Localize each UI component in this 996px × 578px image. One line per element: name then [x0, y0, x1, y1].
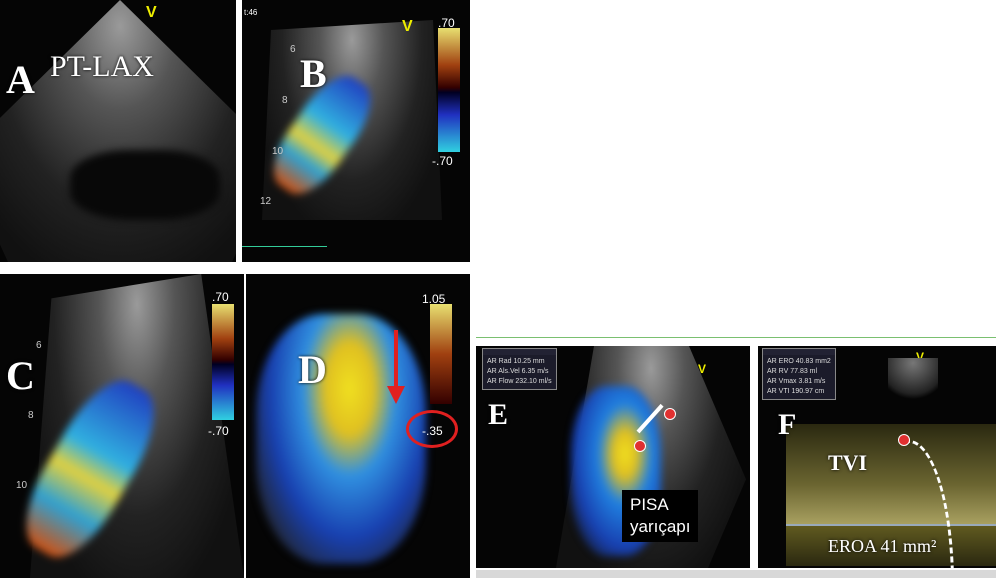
orientation-marker: V — [916, 350, 925, 364]
tvi-peak-point — [898, 434, 910, 446]
panel-a-ptlax-echo: V A PT-LAX — [0, 0, 236, 262]
panel-letter: D — [298, 347, 327, 392]
caliper-point — [634, 440, 646, 452]
separator-line — [476, 337, 996, 338]
measurement-ar-vti: AR VTI 190.97 cm — [767, 388, 825, 395]
pisa-caption: PISA yarıçapı — [622, 490, 699, 542]
orientation-marker: V — [402, 18, 413, 35]
measurement-box: AR Rad 10.25 mm AR Als.Vel 6.35 m/s AR F… — [482, 348, 557, 390]
doppler-spectrum — [786, 424, 996, 524]
highlight-circle — [406, 410, 458, 448]
depth-tick: 8 — [282, 95, 288, 106]
panel-letter: B — [300, 51, 327, 96]
depth-tick: 10 — [16, 480, 28, 491]
ecg-trace — [242, 246, 327, 247]
measurement-ar-rad: AR Rad 10.25 mm — [487, 358, 545, 365]
panel-letter: C — [6, 353, 35, 398]
caption-line: yarıçapı — [630, 517, 691, 536]
panel-f-cw-doppler: AR ERO 40.83 mm2 AR RV 77.83 ml AR Vmax … — [758, 346, 996, 568]
depth-tick: 12 — [260, 196, 272, 207]
panel-letter: A — [6, 57, 35, 102]
scale-top-label: .70 — [438, 16, 455, 30]
red-arrow-icon — [394, 330, 398, 390]
orientation-marker: V — [146, 4, 157, 21]
mini-sector — [888, 358, 938, 408]
scale-top-label: .70 — [212, 290, 229, 304]
panel-letter: E — [488, 398, 509, 431]
pisa-flow-region — [256, 314, 426, 564]
orientation-marker: V — [698, 362, 707, 376]
eroa-label: EROA 41 mm² — [828, 536, 937, 556]
measurement-ar-alias-vel: AR Als.Vel 6.35 m/s — [487, 368, 549, 375]
measurement-box: AR ERO 40.83 mm2 AR RV 77.83 ml AR Vmax … — [762, 348, 836, 400]
velocity-scale-bar — [212, 304, 234, 420]
measurement-ar-rv: AR RV 77.83 ml — [767, 368, 818, 375]
measurement-ar-ero: AR ERO 40.83 mm2 — [767, 358, 831, 365]
panel-d-color-doppler-baseline-shift: 1.05 -.35 D — [246, 274, 470, 578]
scale-bottom-label: -.70 — [208, 424, 229, 438]
measurement-ar-vmax: AR Vmax 3.81 m/s — [767, 378, 826, 385]
doppler-lower-band — [786, 526, 996, 566]
velocity-scale-bar — [438, 28, 460, 152]
scale-top-label: 1.05 — [422, 292, 446, 306]
depth-tick: 8 — [28, 410, 34, 421]
measurement-ar-flow: AR Flow 232.10 ml/s — [487, 378, 552, 385]
velocity-scale-bar — [430, 304, 452, 404]
ultrasound-sector — [0, 0, 236, 262]
view-label: PT-LAX — [50, 50, 154, 83]
depth-tick: 6 — [36, 340, 42, 351]
ventricle-dark-region — [70, 150, 220, 220]
caliper-point — [664, 408, 676, 420]
depth-tick: 6 — [290, 44, 296, 55]
panel-e-pisa-radius: AR Rad 10.25 mm AR Als.Vel 6.35 m/s AR F… — [476, 346, 750, 568]
panel-c-color-doppler: .70 -.70 6 8 10 C — [0, 274, 244, 578]
red-arrow-head — [387, 386, 405, 404]
time-readout: t:46 — [244, 8, 258, 17]
caption-line: PISA — [630, 495, 669, 514]
depth-tick: 10 — [272, 146, 284, 157]
panel-letter: F — [778, 408, 797, 441]
scale-bottom-label: -.70 — [432, 154, 453, 168]
tvi-label: TVI — [828, 450, 868, 475]
bottom-strip — [476, 570, 996, 578]
doppler-baseline — [786, 524, 996, 526]
panel-b-color-doppler: t:46 V .70 -.70 6 8 10 12 B — [242, 0, 470, 262]
